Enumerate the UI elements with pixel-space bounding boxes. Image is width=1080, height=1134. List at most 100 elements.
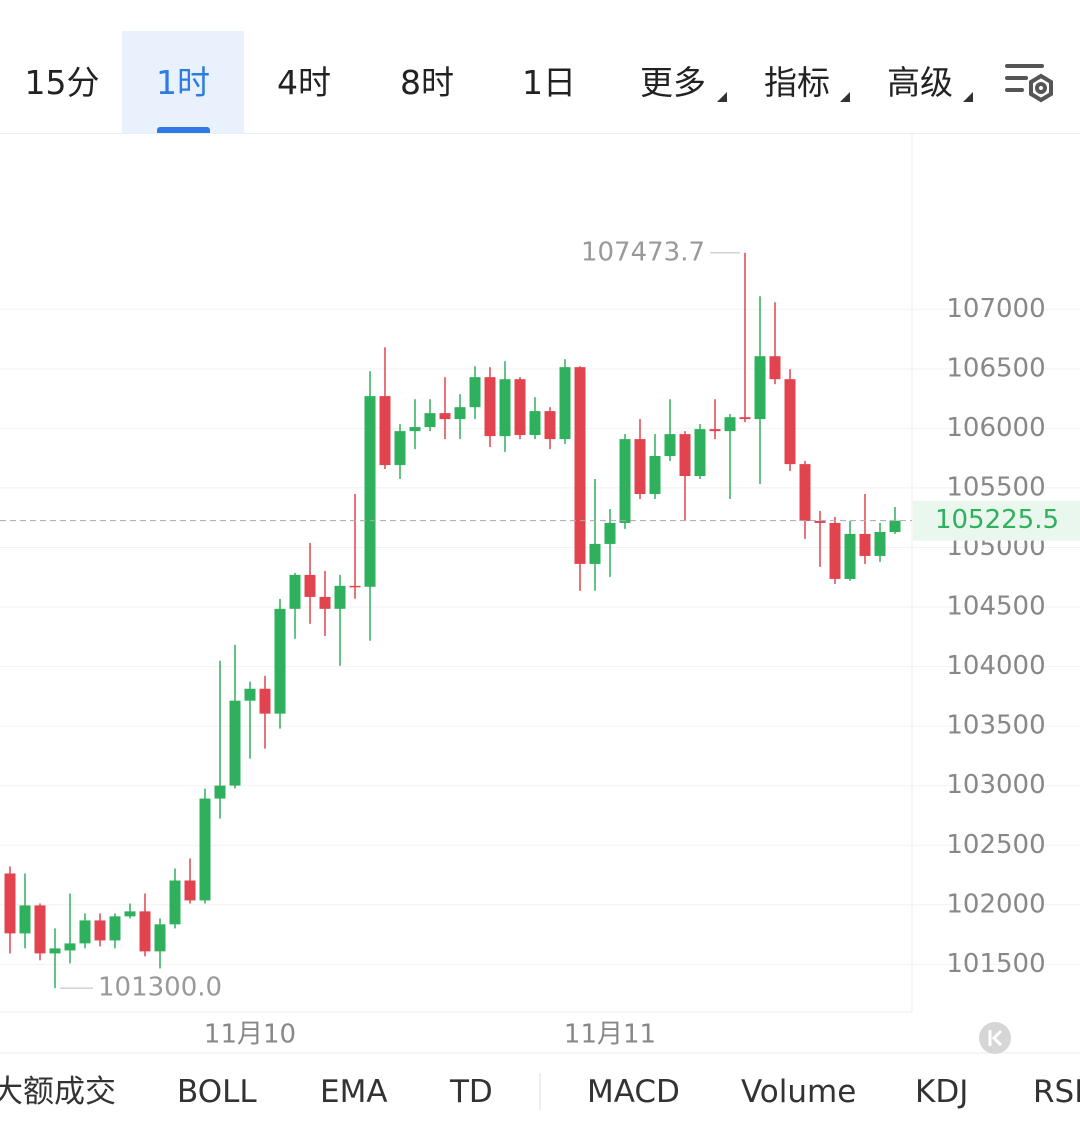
active-tab-underline: [157, 127, 210, 133]
candle-body: [859, 533, 871, 556]
candle-body: [694, 429, 706, 477]
candle-body: [814, 520, 826, 523]
candle-body: [604, 522, 616, 544]
candle-body: [289, 574, 301, 609]
candle-body: [124, 911, 136, 917]
candle-body: [844, 533, 856, 579]
candle-body: [229, 700, 241, 786]
candle-body: [454, 407, 466, 420]
indicator[interactable]: RSI: [1033, 1074, 1080, 1110]
tab-bar: 15分 1时 4时 8时 1日 更多 指标 高级: [0, 0, 1080, 134]
candle-body: [259, 688, 271, 714]
tab[interactable]: 高级: [887, 63, 953, 102]
y-tick-label: 104500: [946, 592, 1045, 622]
candle-body: [499, 379, 511, 437]
high-label: 107473.7: [581, 237, 705, 267]
candle-body: [184, 880, 196, 901]
candle-body: [334, 585, 346, 609]
y-tick-label: 103500: [946, 711, 1045, 741]
tab[interactable]: 1时: [156, 63, 210, 102]
candle-body: [514, 379, 526, 436]
candle-body: [529, 411, 541, 436]
y-tick-label: 101500: [946, 949, 1045, 979]
candle-body: [574, 367, 586, 564]
candle-body: [589, 543, 601, 564]
candle-body: [559, 367, 571, 440]
candle-body: [544, 411, 556, 440]
candle-body: [79, 920, 91, 944]
y-tick-label: 107000: [946, 294, 1045, 324]
y-tick-label: 106000: [946, 413, 1045, 443]
y-tick-label: 104000: [946, 651, 1045, 681]
scroll-latest-icon: [988, 1029, 1003, 1047]
candle-body: [34, 905, 46, 954]
y-tick-label: 102000: [946, 889, 1045, 919]
candle-body: [634, 439, 646, 495]
candle-body: [109, 916, 121, 941]
candle-body: [754, 356, 766, 420]
x-tick-label: 11月11: [564, 1020, 656, 1050]
active-tab-bg: [122, 31, 244, 133]
candle-body: [154, 924, 166, 952]
candle-body: [829, 522, 841, 579]
candle-body: [274, 608, 286, 714]
y-tick-label: 105500: [946, 472, 1045, 502]
candle-body: [619, 439, 631, 523]
indicator[interactable]: BOLL: [177, 1074, 257, 1110]
candle-body: [724, 417, 736, 432]
tab[interactable]: 1日: [522, 63, 576, 102]
indicator[interactable]: MACD: [587, 1074, 680, 1110]
candle-body: [664, 434, 676, 457]
candle-body: [769, 356, 781, 380]
dropdown-icon: [840, 92, 850, 102]
y-tick-label: 106500: [946, 353, 1045, 383]
candle-body: [304, 574, 316, 597]
indicator[interactable]: 大额成交: [0, 1074, 116, 1110]
candle-body: [64, 943, 76, 951]
tab[interactable]: 8时: [400, 63, 454, 102]
indicator[interactable]: EMA: [320, 1074, 388, 1110]
candle-body: [379, 396, 391, 466]
candle-body: [214, 785, 226, 799]
dropdown-icon: [717, 92, 727, 102]
candle-body: [364, 396, 376, 587]
candle-body: [49, 948, 61, 954]
candle-body: [784, 379, 796, 465]
tab[interactable]: 15分: [24, 63, 100, 102]
x-tick-label: 11月10: [204, 1020, 296, 1050]
tab[interactable]: 4时: [277, 63, 331, 102]
candle-body: [4, 873, 16, 934]
candle-body: [799, 464, 811, 521]
indicator[interactable]: KDJ: [915, 1074, 969, 1110]
tab[interactable]: 更多: [640, 63, 706, 102]
candle-body: [739, 417, 751, 420]
candle-body: [139, 911, 151, 952]
candle-body: [874, 532, 886, 556]
settings-icon[interactable]: [1004, 62, 1056, 106]
candle-body: [469, 377, 481, 408]
candle-body: [709, 429, 721, 432]
last-price-box: [913, 500, 1080, 541]
indicator[interactable]: TD: [450, 1074, 493, 1110]
candle-body: [439, 413, 451, 420]
y-tick-label: 102500: [946, 830, 1045, 860]
indicator[interactable]: Volume: [741, 1074, 857, 1110]
y-tick-label: 103000: [946, 770, 1045, 800]
candle-body: [649, 456, 661, 495]
last-price-label: 105225.5: [935, 505, 1059, 535]
tab[interactable]: 指标: [764, 63, 830, 102]
candle-body: [244, 688, 256, 701]
candle-body: [169, 880, 181, 925]
low-label: 101300.0: [98, 973, 222, 1003]
candle-body: [409, 427, 421, 432]
candle-body: [199, 798, 211, 901]
candle-body: [484, 377, 496, 437]
candle-body: [679, 434, 691, 477]
candle-body: [19, 905, 31, 934]
candle-body: [319, 596, 331, 609]
candle-body: [394, 431, 406, 466]
dropdown-icon: [963, 92, 973, 102]
candle-body: [94, 920, 106, 941]
